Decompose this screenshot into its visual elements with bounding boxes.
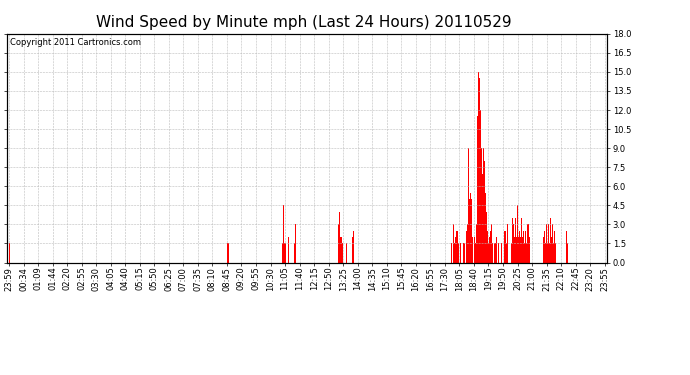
Text: Wind Speed by Minute mph (Last 24 Hours) 20110529: Wind Speed by Minute mph (Last 24 Hours)… [96,15,511,30]
Text: Copyright 2011 Cartronics.com: Copyright 2011 Cartronics.com [10,38,141,47]
